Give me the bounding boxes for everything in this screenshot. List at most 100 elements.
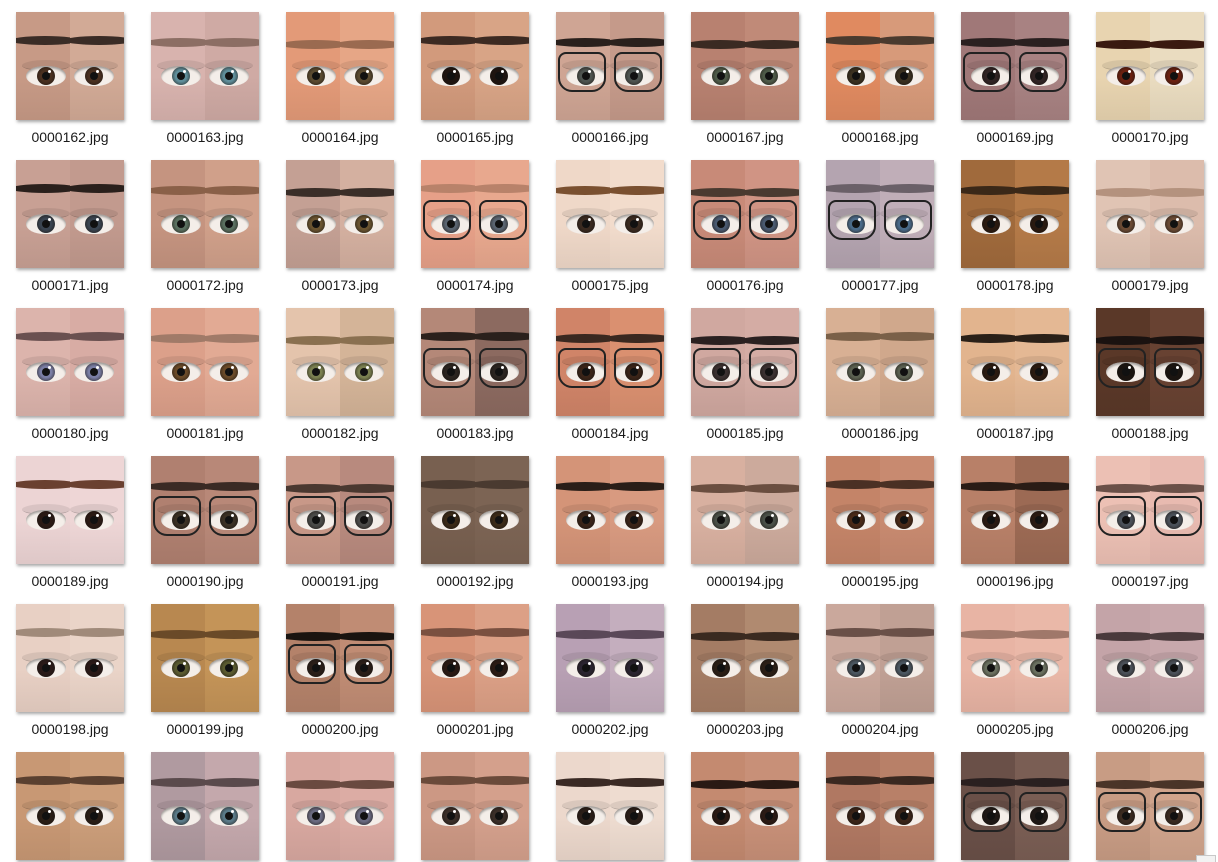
file-item[interactable]: 0000206.jpg xyxy=(1080,592,1215,740)
file-item[interactable]: 0000191.jpg xyxy=(270,444,405,592)
file-item[interactable]: 0000172.jpg xyxy=(135,148,270,296)
file-thumbnail[interactable] xyxy=(286,752,394,860)
file-item[interactable]: 0000197.jpg xyxy=(1080,444,1215,592)
file-name-label[interactable]: 0000175.jpg xyxy=(571,277,649,293)
file-name-label[interactable]: 0000203.jpg xyxy=(706,721,784,737)
file-name-label[interactable]: 0000196.jpg xyxy=(976,573,1054,589)
file-thumbnail[interactable] xyxy=(151,12,259,120)
file-item[interactable]: 0000193.jpg xyxy=(540,444,675,592)
file-thumbnail[interactable] xyxy=(961,12,1069,120)
file-thumbnail[interactable] xyxy=(151,604,259,712)
file-thumbnail[interactable] xyxy=(1096,604,1204,712)
file-thumbnail[interactable] xyxy=(826,752,934,860)
file-name-label[interactable]: 0000183.jpg xyxy=(436,425,514,441)
file-item[interactable]: 0000188.jpg xyxy=(1080,296,1215,444)
file-item[interactable]: 0000184.jpg xyxy=(540,296,675,444)
file-name-label[interactable]: 0000186.jpg xyxy=(841,425,919,441)
file-item[interactable] xyxy=(270,740,405,862)
file-name-label[interactable]: 0000201.jpg xyxy=(436,721,514,737)
file-name-label[interactable]: 0000169.jpg xyxy=(976,129,1054,145)
file-thumbnail[interactable] xyxy=(151,456,259,564)
file-name-label[interactable]: 0000188.jpg xyxy=(1111,425,1189,441)
file-item[interactable]: 0000201.jpg xyxy=(405,592,540,740)
file-name-label[interactable]: 0000189.jpg xyxy=(31,573,109,589)
file-thumbnail[interactable] xyxy=(421,752,529,860)
file-thumbnail[interactable] xyxy=(1096,456,1204,564)
file-item[interactable] xyxy=(675,740,810,862)
file-name-label[interactable]: 0000173.jpg xyxy=(301,277,379,293)
file-thumbnail[interactable] xyxy=(16,456,124,564)
file-item[interactable]: 0000202.jpg xyxy=(540,592,675,740)
file-item[interactable]: 0000163.jpg xyxy=(135,0,270,148)
file-thumbnail[interactable] xyxy=(961,160,1069,268)
file-name-label[interactable]: 0000204.jpg xyxy=(841,721,919,737)
file-item[interactable]: 0000170.jpg xyxy=(1080,0,1215,148)
file-name-label[interactable]: 0000172.jpg xyxy=(166,277,244,293)
file-name-label[interactable]: 0000178.jpg xyxy=(976,277,1054,293)
file-name-label[interactable]: 0000165.jpg xyxy=(436,129,514,145)
file-item[interactable]: 0000190.jpg xyxy=(135,444,270,592)
file-thumbnail[interactable] xyxy=(826,12,934,120)
file-thumbnail[interactable] xyxy=(16,752,124,860)
file-name-label[interactable]: 0000177.jpg xyxy=(841,277,919,293)
file-item[interactable]: 0000199.jpg xyxy=(135,592,270,740)
resize-grip[interactable] xyxy=(1196,855,1216,862)
file-thumbnail[interactable] xyxy=(691,308,799,416)
file-thumbnail[interactable] xyxy=(961,752,1069,860)
file-thumbnail[interactable] xyxy=(961,308,1069,416)
file-thumbnail[interactable] xyxy=(1096,308,1204,416)
file-item[interactable]: 0000176.jpg xyxy=(675,148,810,296)
file-thumbnail[interactable] xyxy=(826,456,934,564)
file-thumbnail[interactable] xyxy=(961,456,1069,564)
file-name-label[interactable]: 0000194.jpg xyxy=(706,573,784,589)
file-name-label[interactable]: 0000176.jpg xyxy=(706,277,784,293)
file-item[interactable] xyxy=(945,740,1080,862)
file-name-label[interactable]: 0000168.jpg xyxy=(841,129,919,145)
file-thumbnail[interactable] xyxy=(286,456,394,564)
file-thumbnail[interactable] xyxy=(1096,12,1204,120)
file-thumbnail[interactable] xyxy=(691,12,799,120)
file-item[interactable]: 0000181.jpg xyxy=(135,296,270,444)
file-item[interactable]: 0000182.jpg xyxy=(270,296,405,444)
file-name-label[interactable]: 0000190.jpg xyxy=(166,573,244,589)
file-thumbnail[interactable] xyxy=(151,160,259,268)
file-name-label[interactable]: 0000179.jpg xyxy=(1111,277,1189,293)
file-item[interactable]: 0000175.jpg xyxy=(540,148,675,296)
file-name-label[interactable]: 0000202.jpg xyxy=(571,721,649,737)
file-item[interactable]: 0000179.jpg xyxy=(1080,148,1215,296)
file-thumbnail[interactable] xyxy=(826,604,934,712)
file-item[interactable]: 0000198.jpg xyxy=(0,592,135,740)
file-name-label[interactable]: 0000180.jpg xyxy=(31,425,109,441)
file-item[interactable] xyxy=(0,740,135,862)
file-item[interactable]: 0000189.jpg xyxy=(0,444,135,592)
file-thumbnail[interactable] xyxy=(556,160,664,268)
file-thumbnail[interactable] xyxy=(151,752,259,860)
file-item[interactable]: 0000200.jpg xyxy=(270,592,405,740)
file-name-label[interactable]: 0000198.jpg xyxy=(31,721,109,737)
file-thumbnail[interactable] xyxy=(16,12,124,120)
file-item[interactable]: 0000165.jpg xyxy=(405,0,540,148)
file-thumbnail[interactable] xyxy=(16,308,124,416)
file-name-label[interactable]: 0000206.jpg xyxy=(1111,721,1189,737)
file-thumbnail[interactable] xyxy=(826,308,934,416)
file-thumbnail[interactable] xyxy=(691,604,799,712)
file-item[interactable]: 0000183.jpg xyxy=(405,296,540,444)
file-thumbnail[interactable] xyxy=(286,604,394,712)
file-item[interactable]: 0000186.jpg xyxy=(810,296,945,444)
file-item[interactable]: 0000168.jpg xyxy=(810,0,945,148)
file-thumbnail[interactable] xyxy=(151,308,259,416)
file-name-label[interactable]: 0000171.jpg xyxy=(31,277,109,293)
file-thumbnail[interactable] xyxy=(421,308,529,416)
file-item[interactable]: 0000196.jpg xyxy=(945,444,1080,592)
file-item[interactable]: 0000167.jpg xyxy=(675,0,810,148)
file-item[interactable]: 0000169.jpg xyxy=(945,0,1080,148)
file-item[interactable]: 0000174.jpg xyxy=(405,148,540,296)
file-item[interactable] xyxy=(1080,740,1215,862)
file-thumbnail[interactable] xyxy=(286,308,394,416)
file-thumbnail[interactable] xyxy=(286,160,394,268)
file-thumbnail[interactable] xyxy=(421,12,529,120)
file-thumbnail[interactable] xyxy=(556,308,664,416)
file-name-label[interactable]: 0000197.jpg xyxy=(1111,573,1189,589)
file-name-label[interactable]: 0000181.jpg xyxy=(166,425,244,441)
file-item[interactable]: 0000162.jpg xyxy=(0,0,135,148)
